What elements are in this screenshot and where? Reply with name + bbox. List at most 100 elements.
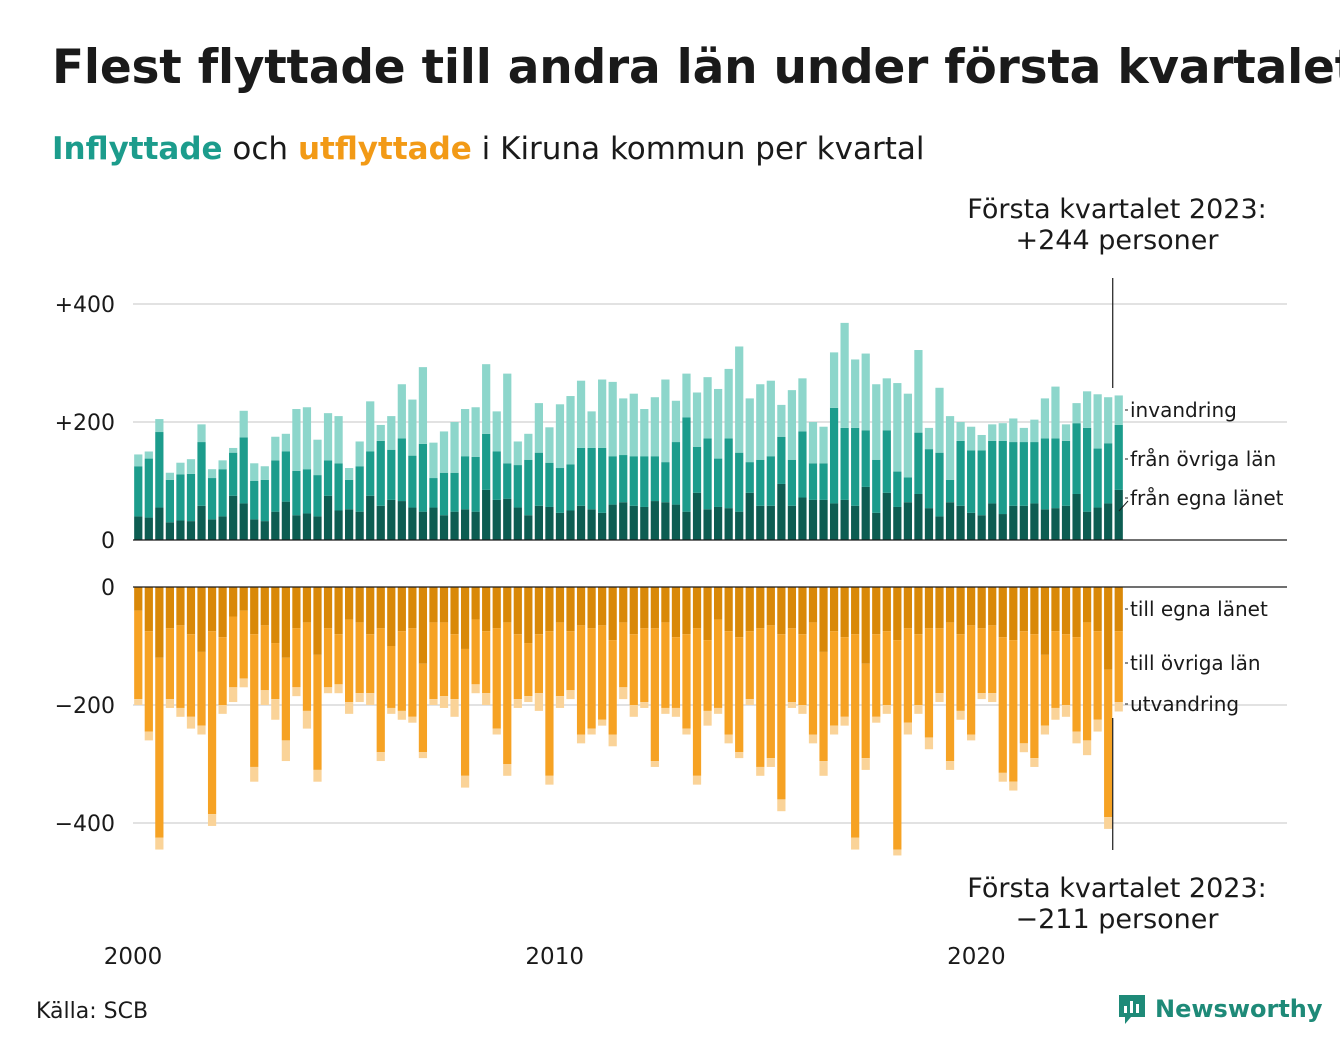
bar-in-segment (345, 479, 354, 510)
bar-in-segment (840, 322, 849, 428)
bar-in-segment (882, 378, 891, 431)
bar-in-segment (914, 432, 923, 494)
bar-out-segment (387, 587, 396, 646)
bar-in-segment (777, 436, 786, 484)
bar-in-segment (492, 451, 501, 500)
bar-out-segment (450, 699, 459, 717)
bar-out-segment (977, 587, 986, 629)
bar-out-segment (735, 587, 744, 638)
bar-out-segment (250, 587, 259, 635)
bar-out-segment (893, 587, 902, 641)
bar-out-segment (766, 587, 775, 626)
bar-out-segment (798, 705, 807, 714)
bar-out-segment (650, 761, 659, 767)
bar-out-segment (1009, 587, 1018, 641)
bar-out-segment (766, 625, 775, 759)
bar-out-segment (555, 587, 565, 623)
bar-out-segment (903, 587, 912, 629)
bar-out-segment (777, 587, 786, 635)
bar-out-segment (829, 725, 839, 735)
bar-in-segment (250, 481, 259, 520)
bar-out-segment (808, 622, 818, 735)
bar-in-segment (893, 506, 902, 540)
bar-out-segment (545, 631, 554, 776)
bar-in-segment (924, 427, 934, 450)
bar-out-segment (397, 631, 406, 711)
bar-out-segment (692, 587, 702, 629)
bar-in-segment (292, 470, 301, 516)
bar-in-segment (1104, 397, 1113, 444)
bar-in-segment (851, 505, 860, 540)
bar-out-segment (703, 640, 712, 711)
bar-in-segment (366, 495, 375, 540)
bar-in-segment (1040, 438, 1050, 510)
bar-out-segment (819, 651, 828, 762)
bar-in-segment (355, 441, 364, 467)
bar-out-segment (260, 690, 269, 705)
bar-in-segment (682, 417, 691, 512)
bar-out-segment (914, 705, 923, 714)
bar-out-segment (281, 657, 290, 741)
bar-out-segment (545, 775, 554, 785)
bar-in-segment (945, 416, 955, 480)
bar-out-segment (650, 587, 659, 629)
bar-in-segment (176, 520, 185, 540)
bar-out-segment (798, 587, 807, 635)
bar-in-segment (397, 501, 406, 540)
bar-in-segment (471, 511, 480, 540)
bar-out-segment (345, 587, 354, 620)
bar-in-segment (756, 459, 765, 506)
bar-out-segment (650, 628, 659, 762)
bar-in-segment (1114, 489, 1123, 540)
newsworthy-logo-icon (1119, 995, 1145, 1024)
bar-out-segment (482, 587, 491, 632)
bar-in-segment (450, 472, 459, 512)
bar-in-segment (903, 477, 912, 503)
bar-out-segment (197, 587, 206, 652)
bar-in-segment (766, 505, 775, 540)
bar-in-segment (429, 478, 438, 508)
bar-out-segment (988, 625, 997, 694)
bar-in-segment (692, 446, 702, 493)
bar-in-segment (439, 431, 449, 473)
bar-out-segment (587, 728, 596, 735)
bar-in-segment (598, 512, 607, 540)
bar-out-segment (882, 631, 891, 705)
bar-in-segment (1040, 398, 1050, 439)
bar-out-segment (1009, 781, 1018, 791)
bar-out-segment (861, 758, 870, 770)
bar-in-segment (1051, 386, 1060, 439)
bar-out-segment (977, 693, 986, 700)
bar-out-segment (134, 699, 143, 705)
bar-in-segment (555, 512, 565, 540)
bar-out-segment (534, 587, 543, 635)
bar-in-segment (724, 438, 733, 509)
bar-out-segment (302, 587, 312, 623)
bar-out-segment (186, 716, 196, 729)
bar-out-segment (587, 587, 596, 629)
bar-out-segment (798, 634, 807, 705)
bar-out-segment (450, 587, 459, 635)
bar-in-segment (323, 495, 333, 540)
bar-in-segment (924, 508, 934, 540)
bar-in-segment (1093, 507, 1102, 540)
bar-out-segment (840, 587, 849, 638)
bar-in-segment (482, 489, 491, 540)
bar-out-segment (218, 637, 227, 705)
bar-in-segment (323, 413, 333, 461)
bar-in-segment (798, 378, 807, 432)
bar-out-segment (260, 625, 269, 691)
bar-in-segment (640, 506, 649, 540)
bar-in-segment (323, 460, 333, 496)
bar-out-segment (492, 587, 501, 629)
bar-out-segment (408, 716, 417, 723)
bar-in-segment (239, 437, 248, 504)
bar-out-segment (640, 702, 649, 708)
bar-out-segment (176, 707, 185, 717)
bar-in-segment (513, 507, 522, 540)
bar-out-segment (619, 587, 628, 623)
subtitle-out-label: utflyttade (297, 131, 472, 167)
bar-in-segment (903, 502, 912, 540)
legend-label-in: invandring (1130, 398, 1237, 422)
bar-in-segment (998, 423, 1007, 441)
